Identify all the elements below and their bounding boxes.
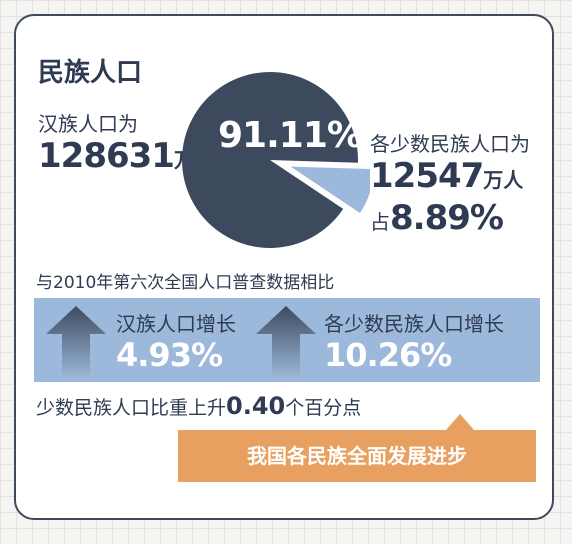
minority-share-prefix: 占 [370,210,390,234]
callout-text: 我国各民族全面发展进步 [247,444,467,468]
minority-share: 占8.89% [370,198,504,238]
share-change-value: 0.40 [226,392,286,420]
arrow-up-icon [256,306,316,378]
minority-label: 各少数民族人口为 [370,132,530,156]
comparison-title: 与2010年第六次全国人口普查数据相比 [36,273,335,293]
pie-chart [182,72,370,249]
minority-share-value: 8.89% [390,198,504,238]
han-growth-value: 4.93% [116,336,223,374]
minority-growth-value: 10.26% [324,336,452,374]
minority-unit: 万人 [483,168,524,192]
minority-growth-label: 各少数民族人口增长 [324,312,504,336]
pie-slice-han [182,72,358,249]
share-change-suffix: 个百分点 [285,397,362,419]
page-title: 民族人口 [38,58,143,88]
callout-box [178,430,536,482]
han-value: 128631 [38,136,175,176]
share-change: 少数民族人口比重上升0.40个百分点 [36,392,361,420]
callout-pointer [446,414,474,430]
minority-figure: 12547万人 [370,156,523,196]
han-growth-label: 汉族人口增长 [116,312,236,336]
han-label: 汉族人口为 [38,112,138,136]
share-change-prefix: 少数民族人口比重上升 [36,397,227,419]
pie-label-han: 91.11% [218,115,363,156]
pie-slice-minority [283,164,370,216]
arrow-up-icon [46,306,106,378]
minority-value: 12547 [370,156,484,196]
